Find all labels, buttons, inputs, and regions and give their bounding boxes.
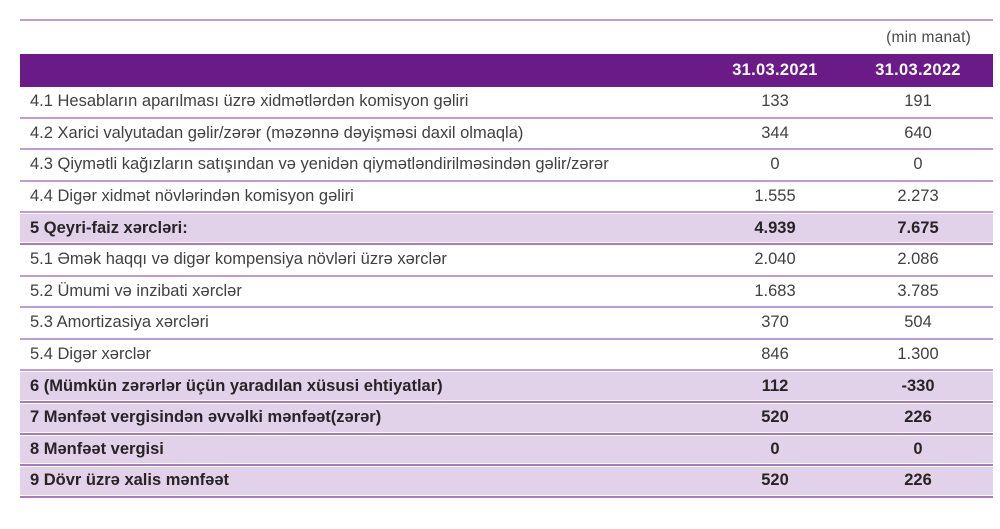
table-row: 5.1 Əmək haqqı və digər kompensiya növlə…	[20, 244, 993, 277]
column-header-31-03-2022: 31.03.2022	[875, 61, 961, 79]
value-31-03-2022: 2.086	[897, 250, 939, 269]
row-label: 4.1 Hesabların aparılması üzrə xidmətlər…	[30, 92, 469, 111]
value-31-03-2021: 112	[761, 376, 789, 395]
income-statement-table: (min manat) 31.03.2021 31.03.2022 4.1 He…	[20, 19, 993, 498]
table-row: 9 Dövr üzrə xalis mənfəət 520 226	[20, 466, 993, 498]
table-header-row: 31.03.2021 31.03.2022	[20, 54, 993, 87]
row-label: 4.2 Xarici valyutadan gəlir/zərər (məzən…	[30, 123, 524, 142]
value-31-03-2021: 0	[770, 439, 780, 458]
value-31-03-2022: 2.273	[897, 187, 939, 206]
table-row: 4.3 Qiymətli kağızların satışından və ye…	[20, 150, 993, 182]
table-row: 8 Mənfəət vergisi 0 0	[20, 434, 993, 467]
value-31-03-2022: 226	[904, 471, 932, 490]
value-31-03-2021: 0	[770, 155, 780, 174]
row-label: 8 Mənfəət vergisi	[30, 439, 164, 458]
table-row: 5.4 Digər xərclər 846 1.300	[20, 339, 993, 372]
value-31-03-2021: 520	[761, 471, 789, 490]
row-label: 4.4 Digər xidmət növlərindən komisyon gə…	[30, 187, 354, 206]
value-31-03-2021: 846	[761, 345, 789, 364]
column-header-31-03-2021: 31.03.2021	[732, 61, 818, 79]
row-label: 6 (Mümkün zərərlər üçün yaradılan xüsusi…	[30, 376, 443, 395]
unit-note: (min manat)	[886, 28, 971, 46]
value-31-03-2022: 3.785	[897, 281, 939, 300]
value-31-03-2022: 7.675	[897, 218, 939, 237]
table-row: 6 (Mümkün zərərlər üçün yaradılan xüsusi…	[20, 371, 993, 403]
value-31-03-2021: 2.040	[754, 250, 796, 269]
value-31-03-2022: 226	[904, 408, 932, 427]
value-31-03-2022: 191	[904, 92, 932, 111]
value-31-03-2021: 133	[761, 92, 789, 111]
value-31-03-2022: 504	[904, 313, 932, 332]
value-31-03-2022: 0	[913, 439, 923, 458]
value-31-03-2022: 1.300	[897, 345, 939, 364]
value-31-03-2021: 370	[761, 313, 789, 332]
value-31-03-2022: 640	[904, 123, 932, 142]
table-row: 4.4 Digər xidmət növlərindən komisyon gə…	[20, 181, 993, 214]
table-row: 5.2 Ümumi və inzibati xərclər 1.683 3.785	[20, 276, 993, 309]
value-31-03-2021: 344	[761, 123, 789, 142]
value-31-03-2022: -330	[901, 376, 935, 395]
row-label: 5 Qeyri-faiz xərcləri:	[30, 218, 188, 237]
value-31-03-2021: 1.683	[754, 281, 796, 300]
row-label: 7 Mənfəət vergisindən əvvəlki mənfəət(zə…	[30, 408, 382, 427]
row-label: 5.3 Amortizasiya xərcləri	[30, 313, 209, 332]
value-31-03-2022: 0	[913, 155, 923, 174]
value-31-03-2021: 4.939	[754, 218, 796, 237]
table-body: 4.1 Hesabların aparılması üzrə xidmətlər…	[20, 87, 993, 498]
row-label: 9 Dövr üzrə xalis mənfəət	[30, 471, 229, 490]
row-label: 5.4 Digər xərclər	[30, 345, 152, 364]
table-row: 5.3 Amortizasiya xərcləri 370 504	[20, 308, 993, 340]
row-label: 5.1 Əmək haqqı və digər kompensiya növlə…	[30, 250, 447, 269]
table-row: 4.1 Hesabların aparılması üzrə xidmətlər…	[20, 87, 993, 119]
row-label: 4.3 Qiymətli kağızların satışından və ye…	[30, 155, 609, 174]
table-row: 5 Qeyri-faiz xərcləri: 4.939 7.675	[20, 213, 993, 245]
table-row: 7 Mənfəət vergisindən əvvəlki mənfəət(zə…	[20, 402, 993, 435]
table-row: 4.2 Xarici valyutadan gəlir/zərər (məzən…	[20, 118, 993, 151]
value-31-03-2021: 1.555	[754, 187, 796, 206]
value-31-03-2021: 520	[761, 408, 789, 427]
row-label: 5.2 Ümumi və inzibati xərclər	[30, 281, 242, 300]
